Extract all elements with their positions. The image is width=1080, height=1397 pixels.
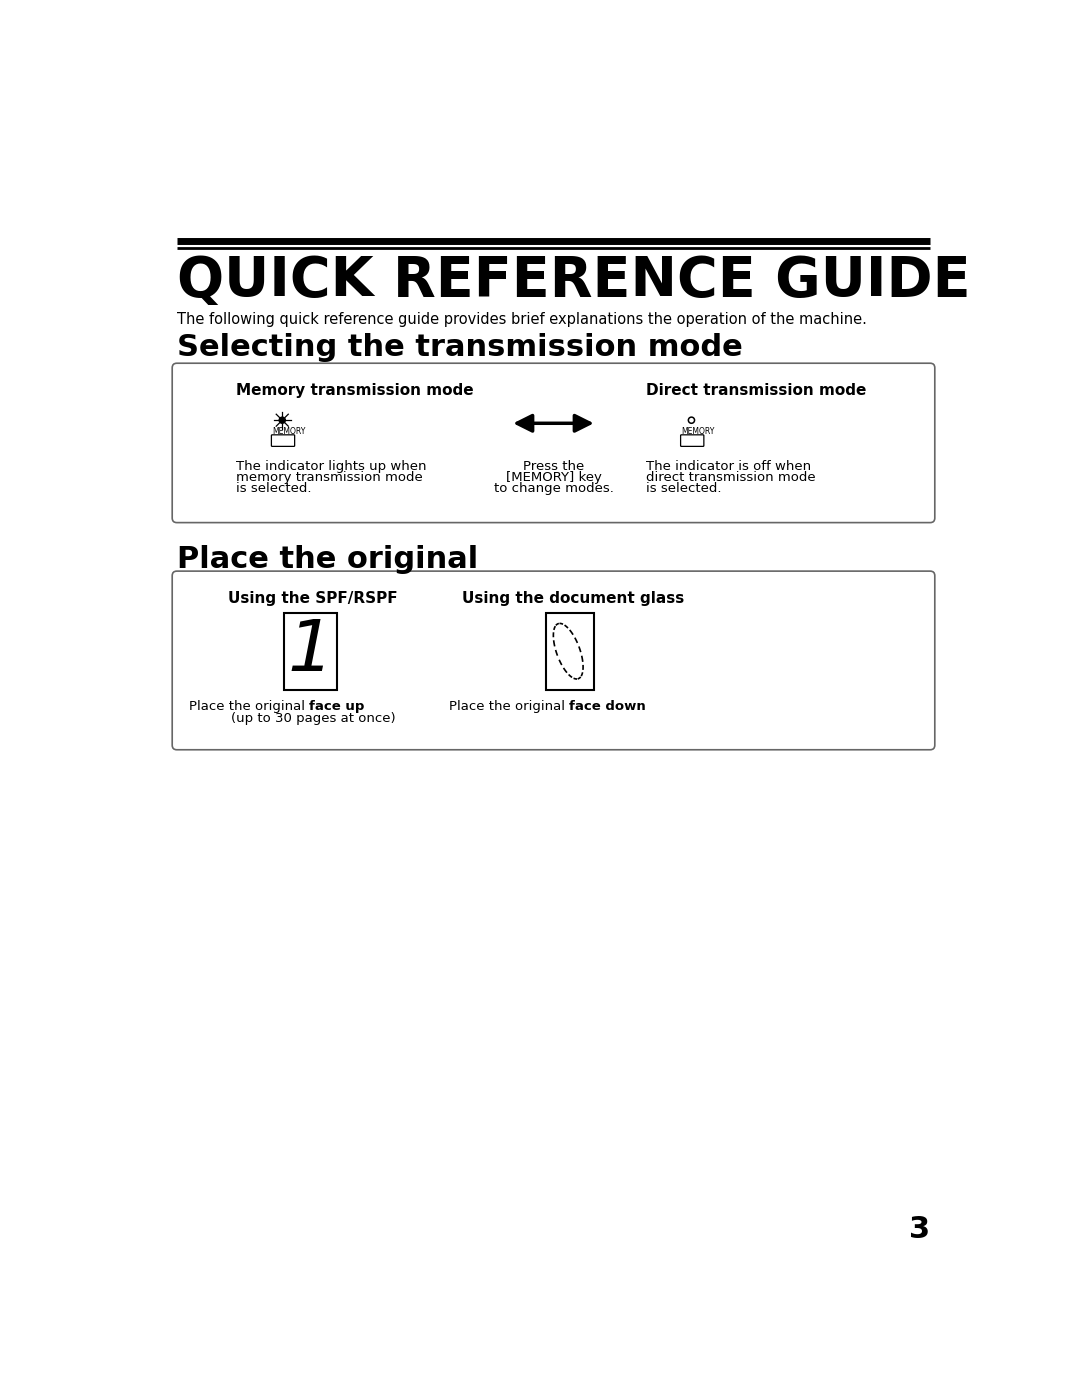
Text: face down: face down [569, 700, 646, 714]
Text: (up to 30 pages at once): (up to 30 pages at once) [231, 712, 395, 725]
Bar [284, 613, 337, 690]
Text: memory transmission mode: memory transmission mode [235, 471, 422, 483]
Text: Selecting the transmission mode: Selecting the transmission mode [177, 334, 743, 362]
Text: 1: 1 [287, 616, 333, 686]
Text: Place the original: Place the original [449, 700, 569, 714]
Bar [545, 613, 594, 690]
Text: to change modes.: to change modes. [494, 482, 613, 495]
Circle shape [279, 418, 285, 423]
Text: The indicator is off when: The indicator is off when [647, 460, 812, 474]
Text: The indicator lights up when: The indicator lights up when [235, 460, 427, 474]
Text: Using the SPF/RSPF: Using the SPF/RSPF [229, 591, 399, 606]
Text: Direct transmission mode: Direct transmission mode [647, 383, 867, 398]
Text: Using the document glass: Using the document glass [462, 591, 684, 606]
Text: MEMORY: MEMORY [681, 427, 715, 436]
FancyBboxPatch shape [271, 434, 295, 447]
Text: QUICK REFERENCE GUIDE: QUICK REFERENCE GUIDE [177, 254, 971, 307]
Text: Press the: Press the [523, 460, 584, 474]
FancyBboxPatch shape [172, 571, 935, 750]
Text: Place the original: Place the original [177, 545, 478, 574]
Text: MEMORY: MEMORY [272, 427, 306, 436]
Text: face up: face up [309, 700, 365, 714]
FancyArrowPatch shape [517, 415, 590, 432]
Text: 3: 3 [909, 1215, 930, 1243]
Text: Memory transmission mode: Memory transmission mode [235, 383, 473, 398]
Text: is selected.: is selected. [235, 482, 311, 495]
Text: [MEMORY] key: [MEMORY] key [505, 471, 602, 483]
FancyBboxPatch shape [172, 363, 935, 522]
Text: The following quick reference guide provides brief explanations the operation of: The following quick reference guide prov… [177, 313, 867, 327]
Text: is selected.: is selected. [647, 482, 723, 495]
Text: Place the original: Place the original [189, 700, 309, 714]
Text: direct transmission mode: direct transmission mode [647, 471, 816, 483]
FancyBboxPatch shape [680, 434, 704, 447]
